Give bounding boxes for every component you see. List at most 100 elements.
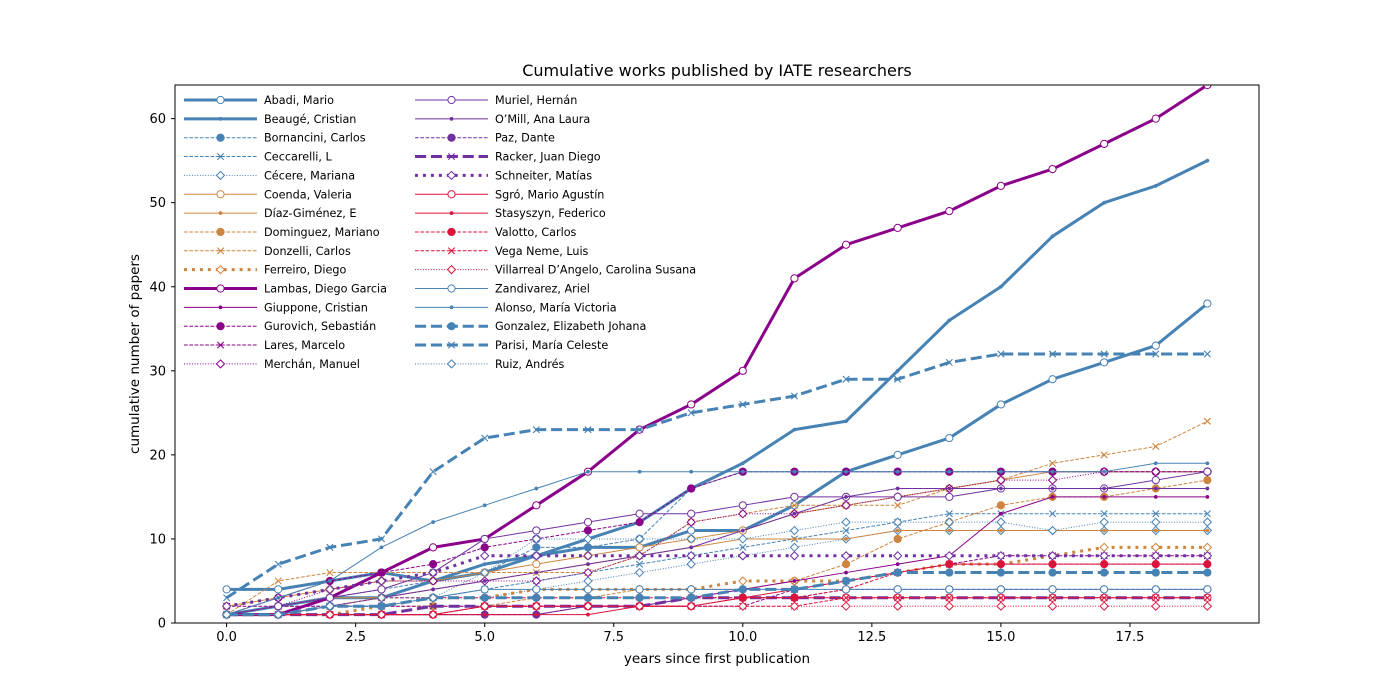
- data-point: [1205, 494, 1210, 499]
- data-point: [792, 579, 797, 583]
- series-line: [226, 605, 1208, 616]
- data-point: [947, 486, 952, 491]
- data-point: [1048, 594, 1057, 602]
- y-tick-label: 40: [149, 280, 166, 295]
- data-point: [1203, 350, 1211, 358]
- data-point: [1153, 494, 1158, 499]
- data-point: [274, 577, 282, 585]
- data-point: [996, 475, 1006, 485]
- data-point: [1100, 568, 1109, 577]
- data-point: [740, 469, 745, 474]
- data-point: [480, 585, 489, 594]
- data-point: [1102, 494, 1107, 499]
- legend-item: Giuppone, Cristian: [184, 301, 368, 314]
- data-point: [1151, 585, 1160, 594]
- data-point: [1203, 475, 1212, 485]
- data-point: [738, 593, 747, 602]
- legend-item: Beaugé, Cristian: [184, 113, 356, 126]
- data-point: [1050, 494, 1055, 499]
- data-point: [1152, 442, 1160, 451]
- data-point: [842, 526, 850, 535]
- data-point: [1100, 451, 1108, 459]
- data-point: [945, 510, 953, 518]
- data-point: [377, 535, 386, 543]
- data-point: [893, 585, 902, 594]
- data-point: [842, 594, 850, 602]
- data-point: [1151, 560, 1160, 569]
- data-point: [1153, 486, 1158, 491]
- data-point: [893, 492, 902, 502]
- series-line: [226, 479, 1208, 616]
- data-point: [532, 501, 541, 510]
- data-point: [1203, 510, 1211, 518]
- series-line: [226, 571, 1208, 617]
- data-point: [1048, 350, 1057, 358]
- legend-label: Ceccarelli, L: [264, 151, 333, 164]
- legend-label: Gonzalez, Elizabeth Johana: [495, 320, 646, 333]
- legend-label: Schneiter, Matías: [495, 169, 592, 182]
- data-point: [1100, 350, 1108, 358]
- y-axis-label: cumulative number of papers: [127, 254, 143, 454]
- data-point: [480, 534, 489, 544]
- data-point: [1100, 594, 1108, 602]
- legend-marker: [446, 170, 457, 181]
- legend-item: Alonso, María Victoria: [415, 301, 617, 314]
- data-point: [635, 560, 644, 568]
- legend-label: Paz, Dante: [495, 132, 555, 145]
- legend-item: Cécere, Mariana: [184, 169, 355, 182]
- legend-label: Parisi, María Celeste: [495, 339, 608, 352]
- data-point: [1102, 486, 1107, 491]
- data-point: [841, 560, 851, 569]
- data-point: [1050, 469, 1055, 474]
- data-point: [687, 409, 695, 417]
- legend-marker: [447, 284, 456, 293]
- data-point: [635, 585, 644, 594]
- data-point: [1153, 528, 1158, 533]
- x-tick-label: 0.0: [216, 630, 237, 645]
- legend-marker: [446, 264, 457, 275]
- data-point: [274, 585, 283, 594]
- data-point: [996, 585, 1006, 594]
- data-point: [480, 601, 490, 611]
- data-point: [480, 567, 490, 578]
- data-point: [583, 576, 593, 586]
- legend-marker: [447, 322, 456, 331]
- legend-item: Parisi, María Celeste: [415, 339, 608, 352]
- data-point: [738, 501, 747, 510]
- data-point: [841, 240, 851, 249]
- series-line: [226, 488, 1208, 616]
- data-point: [429, 468, 437, 476]
- legend-label: Valotto, Carlos: [495, 226, 577, 239]
- legend-label: Díaz-Giménez, E: [264, 207, 356, 220]
- data-point: [1151, 542, 1161, 553]
- data-point: [1151, 517, 1161, 527]
- data-point: [945, 594, 953, 602]
- data-point: [428, 543, 438, 552]
- data-point: [792, 427, 797, 432]
- legend-label: Coenda, Valeria: [264, 188, 352, 201]
- legend-label: Cécere, Mariana: [264, 169, 355, 182]
- data-point: [428, 593, 438, 603]
- data-point: [997, 350, 1005, 358]
- data-point: [1100, 358, 1109, 367]
- data-point: [841, 576, 851, 586]
- legend-item: Bornancini, Carlos: [184, 132, 366, 145]
- data-point: [947, 318, 952, 323]
- legend-marker: [449, 305, 454, 310]
- legend-label: Alonso, María Victoria: [495, 301, 617, 314]
- data-point: [1102, 528, 1107, 533]
- data-point: [634, 551, 645, 561]
- data-point: [1202, 517, 1213, 527]
- x-tick-label: 17.5: [1115, 630, 1144, 645]
- legend-item: Villarreal D’Angelo, Carolina Susana: [415, 264, 696, 277]
- data-point: [1202, 551, 1213, 561]
- data-point: [945, 560, 954, 569]
- data-point: [739, 400, 747, 409]
- legend-marker: [216, 247, 225, 255]
- series-line: [226, 545, 1208, 617]
- data-point: [895, 486, 900, 491]
- legend-label: Zandivarez, Ariel: [495, 283, 590, 296]
- data-point: [944, 601, 954, 611]
- legend-marker: [447, 95, 456, 105]
- data-point: [325, 584, 335, 595]
